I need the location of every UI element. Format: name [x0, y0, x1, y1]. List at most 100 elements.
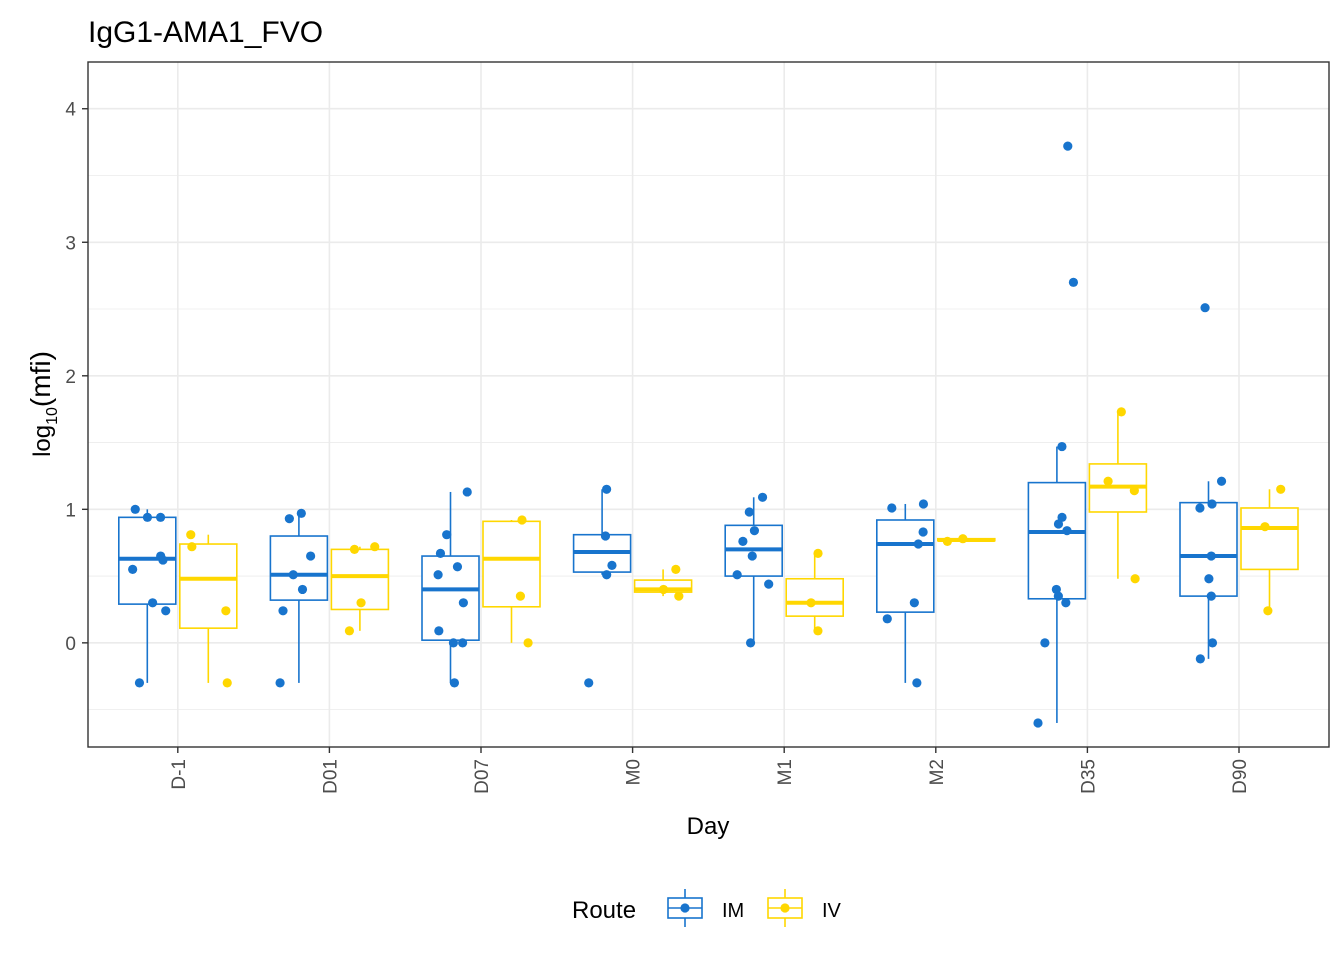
data-point-IV [515, 591, 526, 601]
y-tick-label: 3 [65, 233, 76, 254]
data-point-IV [370, 542, 380, 552]
box-IV-M1 [785, 553, 845, 631]
data-point-IV [349, 544, 360, 554]
data-point-IV [344, 626, 355, 636]
data-point-IM [757, 492, 768, 502]
data-point-IM [134, 678, 145, 688]
legend-key-point [780, 903, 790, 913]
data-point-IM [747, 551, 757, 561]
data-point-IM [602, 484, 612, 494]
y-axis-label-main: log [29, 425, 56, 457]
box-IV-D90 [1240, 489, 1299, 611]
data-point-IM [1200, 303, 1210, 313]
x-axis-label: Day [687, 813, 730, 840]
data-point-IM [130, 504, 140, 514]
data-point-IV [187, 542, 197, 552]
box-IM-D35 [1027, 446, 1087, 723]
data-point-IM [462, 487, 472, 497]
legend-label-IV: IV [822, 900, 842, 922]
data-point-IV [356, 598, 366, 608]
y-tick-label: 2 [65, 367, 76, 388]
data-point-IV [1129, 486, 1139, 496]
points [128, 141, 1286, 728]
data-point-IM [1053, 591, 1063, 601]
data-point-IV [674, 591, 684, 601]
data-point-IM [435, 548, 446, 558]
legend-key-IV [767, 889, 803, 927]
plot-panel-border [87, 61, 1330, 748]
data-point-IM [1195, 503, 1205, 513]
data-point-IV [942, 536, 952, 546]
y-axis-label: log10(mfi) [25, 351, 61, 457]
data-point-IM [1206, 591, 1216, 601]
data-point-IV [1116, 407, 1126, 417]
boxes [118, 411, 1299, 723]
data-point-IM [142, 512, 153, 522]
data-point-IM [1057, 441, 1067, 452]
y-tick-label: 1 [65, 500, 76, 521]
x-tick-label: D01 [320, 759, 341, 794]
data-point-IM [882, 614, 892, 624]
data-point-IM [764, 579, 774, 589]
data-point-IM [1040, 638, 1050, 648]
data-point-IM [1062, 526, 1072, 536]
data-point-IV [517, 515, 527, 525]
x-tick-label: M0 [624, 759, 645, 785]
data-point-IM [918, 499, 929, 509]
data-point-IV [1103, 476, 1113, 486]
data-point-IM [602, 570, 612, 580]
data-point-IV [671, 564, 681, 575]
y-tick-label: 4 [65, 100, 76, 121]
data-point-IM [749, 526, 760, 536]
data-point-IM [275, 678, 285, 688]
legend: Route IM IV [572, 889, 842, 927]
data-point-IM [600, 531, 611, 541]
data-point-IM [1204, 574, 1214, 584]
legend-title: Route [572, 897, 636, 924]
x-tick-label: M1 [775, 759, 796, 785]
box-iqr [1027, 481, 1087, 600]
data-point-IM [434, 626, 444, 636]
data-point-IM [584, 678, 594, 688]
box-IV-D35 [1088, 411, 1148, 579]
x-axis: D-1 D01 D07 M0 M1 M2 D35 D90 [169, 747, 1251, 794]
box-iqr [421, 555, 480, 641]
data-point-IM [452, 562, 463, 572]
data-point-IM [306, 551, 316, 561]
data-point-IV [186, 530, 196, 540]
data-point-IM [128, 564, 138, 575]
data-point-IV [1263, 606, 1273, 616]
legend-key-IM [667, 889, 703, 927]
data-point-IM [738, 536, 748, 546]
data-point-IV [813, 626, 823, 636]
data-point-IM [1053, 519, 1064, 529]
data-point-IV [523, 638, 533, 648]
data-point-IM [744, 507, 754, 517]
data-point-IM [161, 606, 171, 616]
y-axis-label-sub: 10 [44, 407, 61, 425]
data-point-IM [148, 598, 158, 608]
data-point-IM [1195, 654, 1205, 664]
box-iqr [179, 543, 238, 629]
chart-title: IgG1-AMA1_FVO [88, 16, 323, 49]
box-iqr [482, 520, 541, 608]
data-point-IM [1207, 638, 1218, 648]
data-point-IM [433, 570, 443, 580]
y-axis-label-paren: (mfi) [25, 351, 56, 407]
data-point-IM [278, 606, 288, 616]
data-point-IM [1068, 277, 1079, 287]
y-axis: 0 1 2 3 4 [65, 100, 88, 655]
box-iqr [785, 577, 845, 617]
box-IM-D07 [421, 491, 480, 683]
data-point-IM [918, 527, 928, 537]
data-point-IM [1063, 141, 1073, 151]
box-IM-M1 [724, 497, 784, 643]
data-point-IM [458, 638, 468, 648]
data-point-IM [449, 678, 460, 688]
data-point-IV [1260, 522, 1270, 532]
data-point-IM [155, 512, 166, 522]
data-point-IM [1207, 499, 1217, 509]
box-IV-D07 [482, 520, 541, 643]
data-point-IV [958, 534, 968, 544]
